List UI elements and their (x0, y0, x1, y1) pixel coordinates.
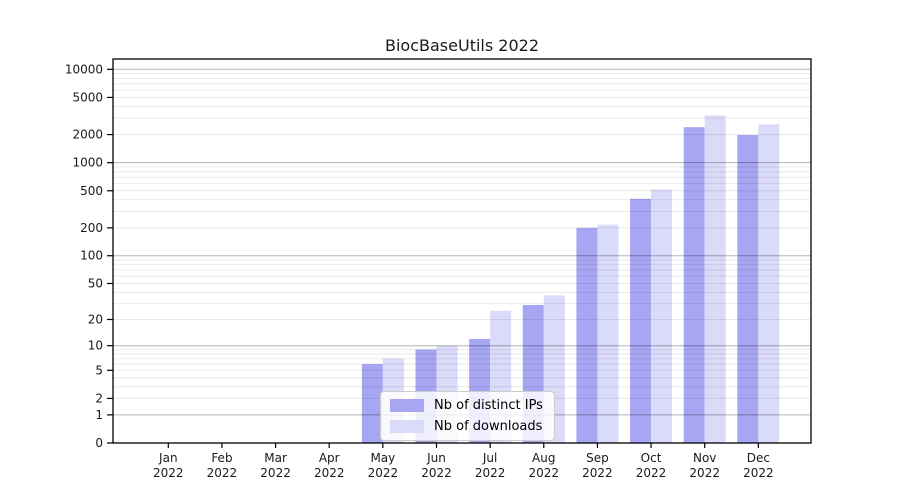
x-tick-year-sep-2022: 2022 (582, 466, 613, 480)
y-tick-label-200: 200 (80, 221, 103, 235)
x-tick-label-dec-2022: Dec (747, 451, 770, 465)
x-tick-year-oct-2022: 2022 (636, 466, 667, 480)
bar-nb-of-distinct-ips-may-2022 (361, 364, 383, 443)
y-tick-label-50: 50 (88, 276, 103, 290)
legend-swatch-downloads-icon (390, 420, 424, 433)
legend-item-distinct-ips: Nb of distinct IPs (390, 398, 543, 413)
legend-item-downloads: Nb of downloads (390, 419, 543, 434)
x-tick-year-jun-2022: 2022 (421, 466, 452, 480)
y-tick-label-500: 500 (80, 184, 103, 198)
bar-nb-of-distinct-ips-sep-2022 (576, 227, 598, 443)
axis-frame (112, 58, 812, 444)
y-tick-label-5000: 5000 (72, 90, 103, 104)
x-tick-label-jul-2022: Jul (482, 451, 497, 465)
y-tick-label-0: 0 (95, 436, 103, 450)
x-tick-label-jun-2022: Jun (426, 451, 446, 465)
y-tick-label-1: 1 (95, 408, 103, 422)
x-tick-label-mar-2022: Mar (264, 451, 287, 465)
y-tick-label-100: 100 (80, 249, 103, 263)
x-tick-label-feb-2022: Feb (211, 451, 232, 465)
x-tick-year-apr-2022: 2022 (314, 466, 345, 480)
legend-swatch-distinct-ips-icon (390, 399, 424, 412)
legend-label-distinct-ips: Nb of distinct IPs (434, 398, 543, 413)
x-tick-label-sep-2022: Sep (586, 451, 609, 465)
legend-label-downloads: Nb of downloads (434, 419, 543, 434)
x-tick-year-jul-2022: 2022 (475, 466, 506, 480)
x-tick-year-nov-2022: 2022 (689, 466, 720, 480)
x-tick-label-apr-2022: Apr (319, 451, 340, 465)
y-tick-label-5: 5 (95, 363, 103, 377)
x-tick-label-oct-2022: Oct (641, 451, 662, 465)
legend: Nb of distinct IPs Nb of downloads (380, 391, 555, 441)
bar-nb-of-distinct-ips-oct-2022 (630, 198, 652, 443)
y-tick-label-20: 20 (88, 312, 103, 326)
x-tick-label-jan-2022: Jan (158, 451, 178, 465)
bar-nb-of-downloads-nov-2022 (704, 115, 726, 443)
y-tick-label-2000: 2000 (72, 128, 103, 142)
bar-nb-of-downloads-oct-2022 (651, 189, 673, 443)
x-tick-year-mar-2022: 2022 (260, 466, 291, 480)
x-tick-year-may-2022: 2022 (368, 466, 399, 480)
bar-nb-of-distinct-ips-dec-2022 (737, 134, 759, 443)
y-tick-label-2: 2 (95, 391, 103, 405)
x-tick-year-dec-2022: 2022 (743, 466, 774, 480)
bar-nb-of-distinct-ips-nov-2022 (683, 127, 705, 444)
x-tick-year-feb-2022: 2022 (207, 466, 238, 480)
y-tick-label-10000: 10000 (65, 62, 103, 76)
x-tick-label-aug-2022: Aug (532, 451, 555, 465)
y-tick-label-10: 10 (88, 339, 103, 353)
x-tick-year-jan-2022: 2022 (153, 466, 184, 480)
x-tick-label-nov-2022: Nov (693, 451, 716, 465)
x-tick-label-may-2022: May (370, 451, 395, 465)
y-tick-label-1000: 1000 (72, 156, 103, 170)
bar-nb-of-downloads-dec-2022 (758, 124, 780, 444)
x-tick-year-aug-2022: 2022 (529, 466, 560, 480)
chart-title: BiocBaseUtils 2022 (385, 36, 539, 55)
bar-nb-of-downloads-sep-2022 (597, 224, 619, 443)
